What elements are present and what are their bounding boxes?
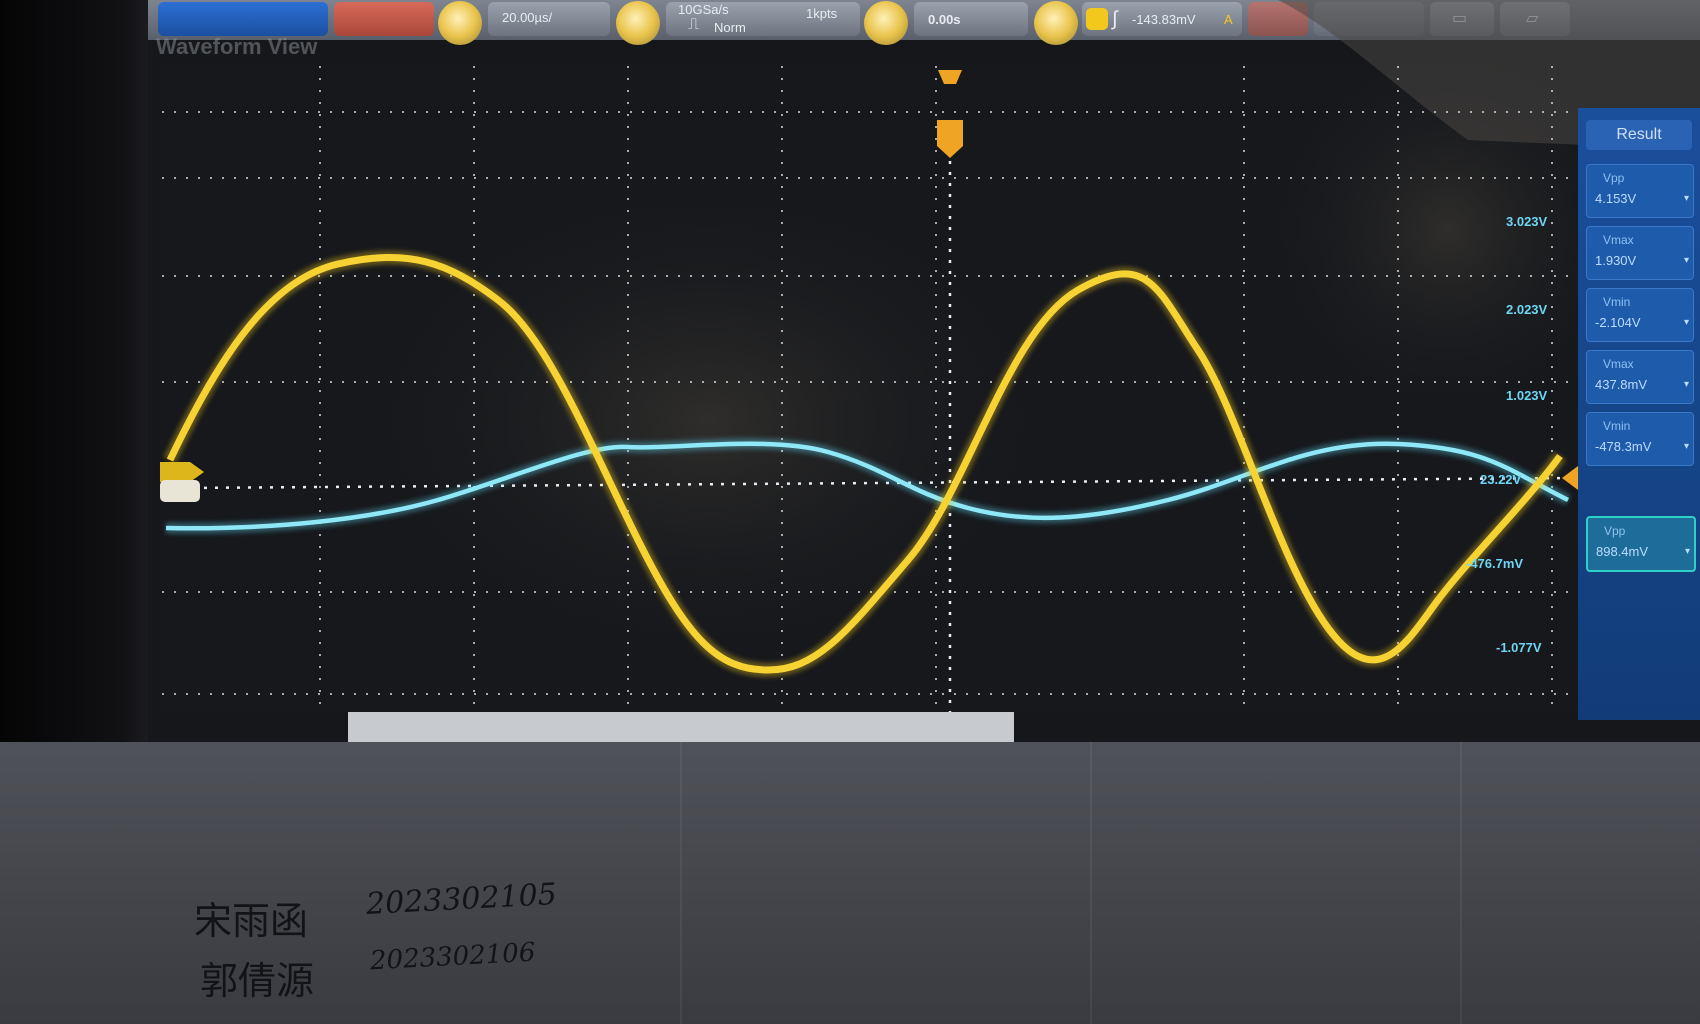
memory-depth-value: 1kpts [806,6,838,21]
grid-lines [162,66,1578,712]
results-panel-title: Result [1586,120,1692,150]
chevron-down-icon: ▾ [1683,441,1689,452]
channel-1-ground-marker[interactable] [160,462,204,482]
channel-2-ground-marker[interactable] [160,480,200,502]
chevron-down-icon: ▾ [1684,546,1690,557]
trigger-field[interactable]: ∫ -143.83mV A [1082,2,1242,36]
acquire-field[interactable]: 10GSa/s ⎍ Norm 1kpts [666,2,860,36]
sample-rate-value: 10GSa/s [678,2,729,17]
acquire-knob[interactable] [616,1,660,45]
channel-2-tab[interactable] [334,2,434,36]
measurement-name: Vpp [1603,171,1625,185]
handwritten-name-1: 宋雨函 [194,899,309,943]
measurement-name: Vpp [1604,524,1626,538]
paper-crease [1090,742,1092,1024]
y-scale-label: -476.7mV [1466,556,1524,571]
measurement-value: 437.8mV [1595,377,1648,392]
waveform-display[interactable] [148,0,1700,768]
horizontal-position-knob[interactable] [864,1,908,45]
trigger-position-marker[interactable] [938,70,962,84]
status-bar [348,712,1014,744]
y-scale-label: -1.077V [1496,640,1542,655]
measurement-name: Vmin [1603,295,1631,309]
center-horizontal-axis [181,476,1579,490]
chevron-down-icon: ▾ [1683,193,1689,204]
paper-crease [1460,742,1462,1024]
measurement-card[interactable]: Vpp 4.153V ▾ [1586,164,1694,218]
horizontal-scale-knob[interactable] [438,1,482,45]
trigger-knob[interactable] [1034,1,1078,45]
chevron-down-icon: ▾ [1683,317,1689,328]
measurement-name: Vmin [1603,419,1631,433]
measurement-value: -2.104V [1595,315,1641,330]
handwritten-id-1: 2023302105 [365,877,558,922]
handwritten-id-2: 2023302106 [369,937,537,977]
channel-1-trace [166,253,1563,674]
measurement-card[interactable]: Vmin -2.104V ▾ [1586,288,1694,342]
pulse-icon: ⎍ [688,16,700,33]
measurement-value: 4.153V [1595,191,1637,206]
measurement-card[interactable]: Vmax 437.8mV ▾ [1586,350,1694,404]
channel-2-trace [165,441,1570,531]
paper-note: 宋雨函 2023302105 郭倩源 2023302106 [0,742,1700,1024]
waveform-view-title: Waveform View [156,34,318,59]
trigger-channel-indicator [1086,8,1108,30]
results-panel: Result Vpp 4.153V ▾ Vmax 1.930V ▾ Vmin -… [1578,108,1700,720]
horizontal-scale-field[interactable]: 20.00µs/ [488,2,610,36]
horizontal-position-value: 0.00s [928,12,961,27]
paper-crease [680,742,682,1024]
y-scale-label: 1.023V [1506,388,1548,403]
chevron-down-icon: ▾ [1683,255,1689,266]
screen-reflection [328,160,1088,680]
handwritten-name-2: 郭倩源 [200,959,315,1003]
y-scale-label: 23.22V [1480,472,1522,487]
measurement-card-selected[interactable]: Vpp 898.4mV ▾ [1586,516,1696,572]
oscilloscope-screen: 20.00µs/ 10GSa/s ⎍ Norm 1kpts 0.00s ∫ -1… [148,0,1700,768]
measurement-name: Vmax [1603,357,1634,371]
trigger-level-marker[interactable] [1562,466,1578,490]
measurement-value: -478.3mV [1595,439,1652,454]
trigger-time-marker[interactable] [937,120,963,158]
y-scale-label: 2.023V [1506,302,1548,317]
acquire-mode-value: Norm [714,20,746,35]
trigger-source-value: A [1224,12,1233,27]
measurement-value: 1.930V [1595,253,1637,268]
measurement-name: Vmax [1603,233,1634,247]
horizontal-position-field[interactable]: 0.00s [914,2,1028,36]
measurement-card[interactable]: Vmax 1.930V ▾ [1586,226,1694,280]
channel-tab[interactable] [158,2,328,36]
monitor-bezel [0,0,150,768]
y-scale-label: 3.023V [1506,214,1548,229]
measurement-value: 898.4mV [1596,544,1649,559]
trigger-level-value: -143.83mV [1132,12,1196,27]
horizontal-scale-value: 20.00µs/ [502,10,553,25]
measurement-card[interactable]: Vmin -478.3mV ▾ [1586,412,1694,466]
chevron-down-icon: ▾ [1683,379,1689,390]
rising-edge-icon: ∫ [1112,8,1118,30]
